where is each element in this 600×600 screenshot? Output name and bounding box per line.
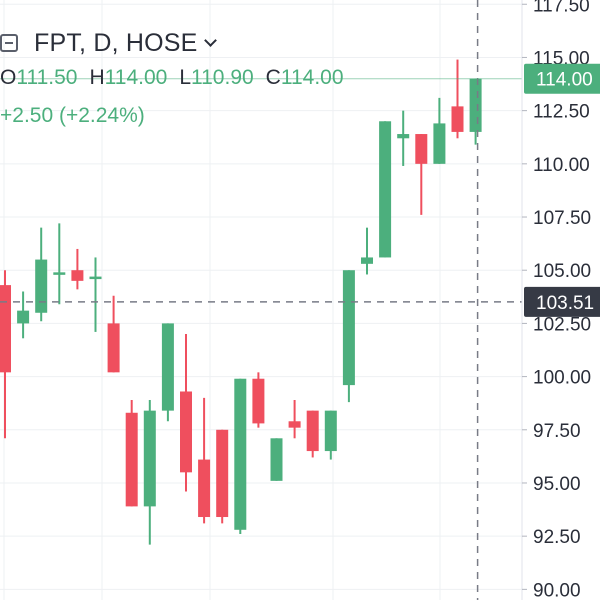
high-value: 114.00 <box>104 66 168 89</box>
candle-down[interactable] <box>125 400 138 507</box>
legend-header: FPT, D, HOSE <box>0 26 440 60</box>
candle-body <box>216 429 229 518</box>
candle-down[interactable] <box>306 410 319 458</box>
candle-body <box>107 323 120 373</box>
candle-body <box>451 106 464 132</box>
candle-down[interactable] <box>288 400 301 439</box>
last-price-label: 114.00 <box>536 70 593 91</box>
candle-up[interactable] <box>324 410 337 460</box>
high-label: H <box>89 66 105 89</box>
candle-up[interactable] <box>89 257 102 332</box>
candle-down[interactable] <box>415 134 428 215</box>
open-label: O <box>0 66 17 89</box>
candle-up[interactable] <box>35 227 48 322</box>
crosshair-price-label: 103.51 <box>536 293 594 314</box>
candle-body <box>89 276 102 280</box>
candle-up[interactable] <box>342 270 355 403</box>
candle-up[interactable] <box>161 323 174 422</box>
candle-body <box>324 410 337 452</box>
ohlc-values: O 111.50 H 114.00 L 110.90 C 114.00 <box>0 66 440 96</box>
candle-up[interactable] <box>397 110 410 166</box>
candle-body <box>342 270 355 386</box>
candle-body <box>180 391 192 473</box>
y-tick-label: 112.50 <box>533 102 590 123</box>
chart-legend: FPT, D, HOSE O 111.50 H 114.00 L 110.90 … <box>0 26 440 128</box>
candle-body <box>161 323 174 411</box>
candles-layer <box>0 59 482 545</box>
candle-up[interactable] <box>17 291 30 339</box>
price-axis[interactable]: 90.00 92.50 95.00 97.50 100.00 102.50 105.00 10… <box>521 0 600 600</box>
last-price-badge <box>524 63 600 94</box>
candle-down[interactable] <box>216 429 229 524</box>
candle-up[interactable] <box>361 227 373 275</box>
candle-body <box>252 378 265 424</box>
open-value: 111.50 <box>16 66 78 89</box>
candle-down[interactable] <box>0 270 11 439</box>
y-tick-label: 90.00 <box>533 580 581 600</box>
y-tick-label: 92.50 <box>533 527 581 548</box>
candle-up[interactable] <box>379 121 392 258</box>
low-value: 110.90 <box>191 66 254 89</box>
candle-body <box>143 410 156 507</box>
candle-body <box>234 378 247 530</box>
candle-up[interactable] <box>270 438 283 481</box>
candle-body <box>397 134 410 139</box>
candle-up[interactable] <box>469 78 482 145</box>
candle-down[interactable] <box>451 59 464 139</box>
candle-body <box>306 410 319 452</box>
candle-up[interactable] <box>143 400 156 545</box>
symbol-title[interactable]: FPT, D, HOSE <box>34 28 198 57</box>
y-tick-label: 107.50 <box>533 208 591 229</box>
change-value: +2.50 (+2.24%) <box>0 104 145 127</box>
y-tick-label: 95.00 <box>533 474 581 495</box>
candle-body <box>415 134 428 164</box>
chevron-down-icon[interactable] <box>203 33 217 47</box>
candle-body <box>35 259 48 313</box>
y-tick-label: 102.50 <box>533 314 591 335</box>
close-value: 114.00 <box>280 66 344 89</box>
y-tick-label: 117.50 <box>533 0 590 16</box>
crosshair-layer <box>0 0 522 600</box>
y-tick-label: 110.00 <box>533 155 590 176</box>
candle-down[interactable] <box>107 295 120 373</box>
candle-body <box>53 272 66 275</box>
candle-down[interactable] <box>71 248 84 290</box>
close-label: C <box>265 66 281 89</box>
candle-up[interactable] <box>433 97 446 164</box>
candle-up[interactable] <box>234 378 247 535</box>
candle-body <box>270 438 283 481</box>
crosshair-price-badge <box>524 286 600 317</box>
low-label: L <box>179 66 191 89</box>
y-tick-label: 100.00 <box>533 368 591 389</box>
candle-body <box>361 257 373 264</box>
candle-body <box>198 459 211 518</box>
candle-body <box>433 123 446 164</box>
candle-body <box>17 310 30 324</box>
candle-body <box>0 285 11 373</box>
candle-down[interactable] <box>198 397 211 524</box>
y-tick-label: 97.50 <box>533 421 581 442</box>
candle-down[interactable] <box>252 372 265 428</box>
candle-body <box>469 78 482 132</box>
candle-down[interactable] <box>180 334 192 492</box>
candle-body <box>125 412 138 507</box>
candle-up[interactable] <box>53 223 66 305</box>
y-tick-label: 105.00 <box>533 261 591 282</box>
candle-body <box>288 421 301 428</box>
candle-body <box>71 270 84 281</box>
candle-body <box>379 121 392 258</box>
collapse-icon[interactable] <box>0 34 18 52</box>
